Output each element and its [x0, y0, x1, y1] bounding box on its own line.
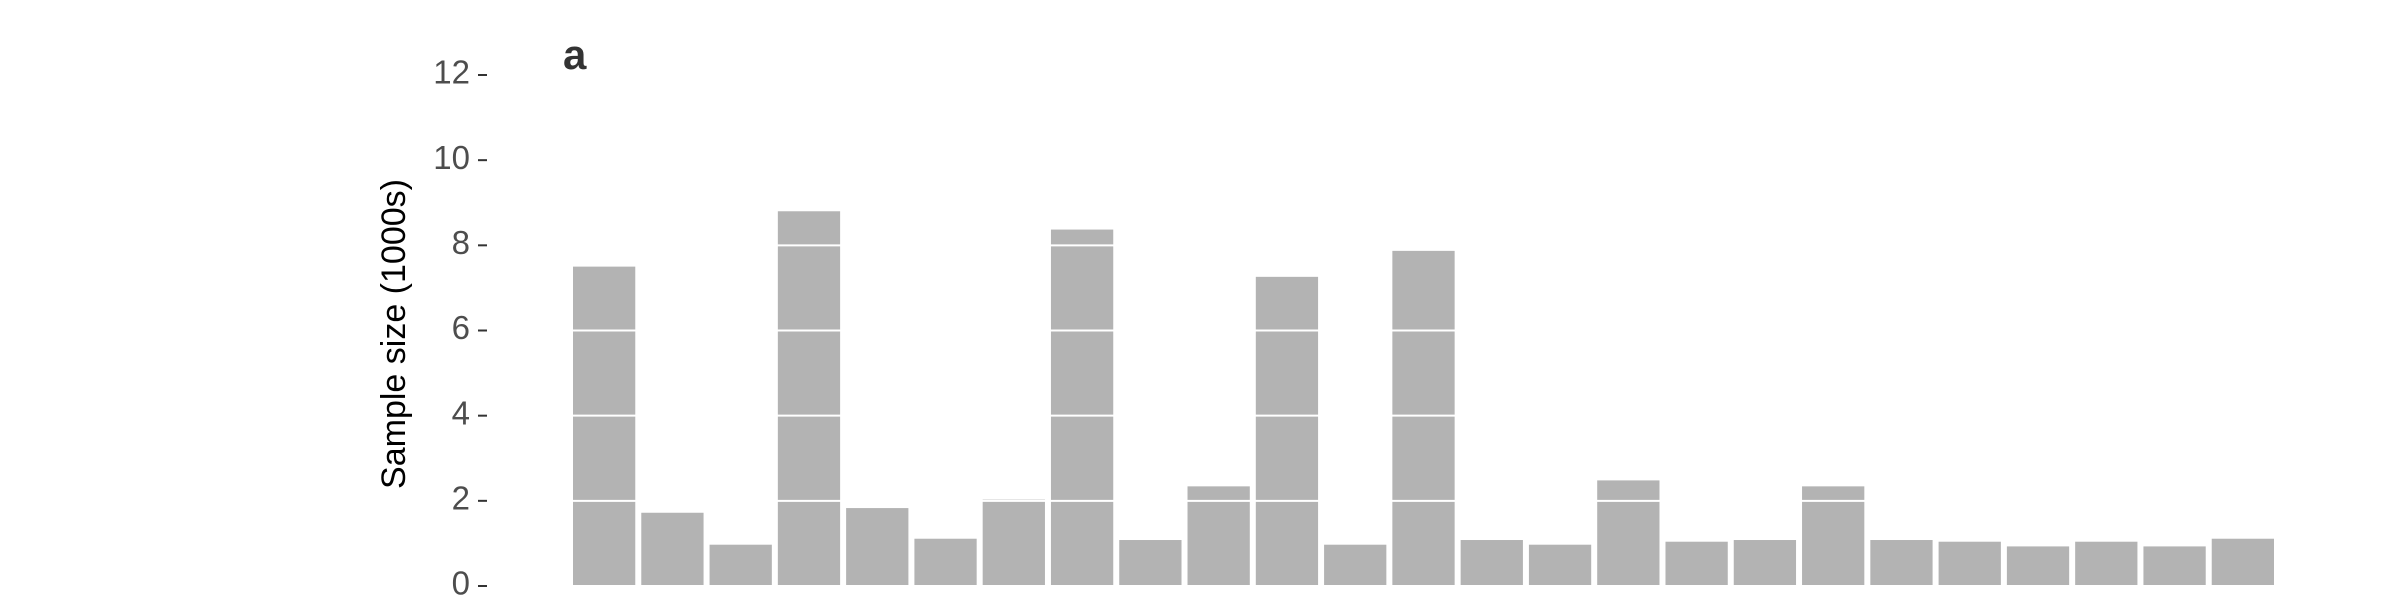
bar — [1938, 541, 2001, 586]
bar — [846, 508, 909, 586]
bar — [1597, 480, 1660, 586]
bar — [2211, 538, 2274, 586]
bar — [573, 266, 636, 586]
bar — [777, 211, 841, 586]
bar — [982, 499, 1045, 586]
y-tick-label: 0 — [452, 565, 470, 600]
y-tick-label: 8 — [452, 224, 470, 261]
y-tick-label: 2 — [452, 480, 470, 517]
bar — [1528, 544, 1592, 586]
y-tick-label: 6 — [452, 309, 470, 346]
bar — [709, 544, 772, 586]
bar — [641, 512, 704, 586]
bar — [1392, 250, 1455, 586]
bar — [1187, 486, 1250, 586]
panel-label: a — [563, 31, 587, 78]
bar — [1665, 541, 1728, 586]
y-axis-label: Sample size (1000s) — [375, 179, 413, 489]
bar — [1460, 540, 1523, 586]
bar — [914, 538, 977, 586]
bar — [2075, 541, 2138, 586]
bar — [1255, 276, 1319, 586]
y-tick-label: 10 — [433, 139, 470, 176]
bar — [1324, 544, 1387, 586]
bar — [1119, 540, 1182, 586]
bar — [1733, 540, 1797, 586]
bar — [2143, 546, 2206, 586]
bar — [1870, 540, 1933, 586]
y-tick-label: 4 — [452, 394, 470, 431]
y-tick-label: 12 — [433, 54, 470, 91]
bar — [2006, 546, 2070, 586]
bar — [1802, 486, 1865, 586]
bar — [1050, 229, 1114, 586]
